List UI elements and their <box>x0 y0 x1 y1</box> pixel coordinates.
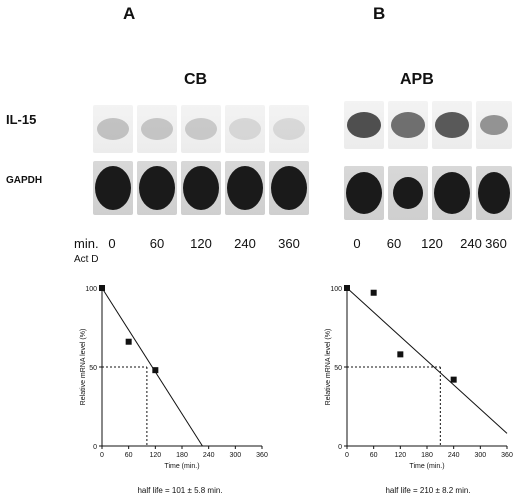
band-shape <box>480 115 508 135</box>
group-title-cb: CB <box>184 71 208 88</box>
x-tick-label: 0 <box>100 452 104 459</box>
blot-lane <box>476 101 512 149</box>
blot-lane <box>388 166 428 220</box>
data-point <box>450 376 457 383</box>
band-shape <box>435 112 469 138</box>
data-point <box>152 367 159 374</box>
blot-lane <box>432 166 472 220</box>
band-shape <box>95 166 131 210</box>
x-tick-label: 360 <box>501 452 513 459</box>
time-label: 240 <box>460 236 482 251</box>
band-shape <box>434 172 470 214</box>
data-point <box>99 285 105 291</box>
y-tick-label: 50 <box>89 365 97 372</box>
blot-lane <box>344 101 384 149</box>
blot-lane <box>137 105 177 153</box>
time-label: 0 <box>353 236 361 251</box>
blot-lane <box>269 105 309 153</box>
blot-lane <box>225 105 265 153</box>
x-tick-label: 240 <box>448 452 460 459</box>
data-point <box>397 351 404 358</box>
decay-chart-apb: 0 60 120 180 240 300 360 0 50 100 Time (min.) Relat… <box>325 285 513 470</box>
time-label: 360 <box>485 236 507 251</box>
decay-chart-cb: 0 60 120 180 240 300 360 0 50 100 Time (min.) Relat… <box>80 285 268 470</box>
time-label: 360 <box>278 236 300 251</box>
row-label-il15: IL-15 <box>6 112 37 127</box>
y-tick-label: 100 <box>330 286 342 293</box>
band-shape <box>393 177 423 209</box>
y-tick-label: 0 <box>338 444 342 451</box>
band-shape <box>185 118 217 140</box>
band-shape <box>229 118 261 140</box>
time-label: 120 <box>190 236 212 251</box>
fit-line <box>346 287 508 434</box>
band-shape <box>141 118 173 140</box>
data-point <box>370 289 377 296</box>
data-point <box>125 338 132 345</box>
time-label: 0 <box>108 236 116 251</box>
group-title-apb: APB <box>400 71 434 88</box>
x-tick-label: 240 <box>203 452 215 459</box>
band-shape <box>346 172 382 214</box>
y-tick-label: 100 <box>85 286 97 293</box>
band-shape <box>271 166 307 210</box>
blot-lane <box>137 161 177 215</box>
blot-lane <box>476 166 512 220</box>
half-life-caption-b: half life = 210 ± 8.2 min. <box>385 486 471 495</box>
x-tick-label: 360 <box>256 452 268 459</box>
time-label: 240 <box>234 236 256 251</box>
x-axis-label: Time (min.) <box>409 463 444 470</box>
half-life-caption-a: half life = 101 ± 5.8 min. <box>137 486 223 495</box>
band-shape <box>227 166 263 210</box>
x-tick-label: 180 <box>421 452 433 459</box>
actd-label: Act D <box>74 254 99 265</box>
blot-lane <box>269 161 309 215</box>
time-label: 60 <box>149 236 165 251</box>
band-shape <box>347 112 381 138</box>
x-tick-label: 180 <box>176 452 188 459</box>
band-shape <box>97 118 129 140</box>
y-tick-label: 50 <box>334 365 342 372</box>
x-tick-label: 60 <box>125 452 133 459</box>
panel-letter-a: A <box>123 4 136 23</box>
time-label: 120 <box>421 236 443 251</box>
band-shape <box>139 166 175 210</box>
blot-lane <box>181 105 221 153</box>
blot-lane <box>93 161 133 215</box>
blot-lane <box>181 161 221 215</box>
y-axis-label: Relative mRNA level (%) <box>80 329 87 406</box>
band-shape <box>478 172 510 214</box>
panel-letter-b: B <box>373 4 386 23</box>
x-tick-label: 120 <box>149 452 161 459</box>
blot-lane <box>432 101 472 149</box>
time-prefix: min. <box>74 236 99 251</box>
blot-lane <box>388 101 428 149</box>
x-tick-label: 300 <box>229 452 241 459</box>
x-tick-label: 300 <box>474 452 486 459</box>
band-shape <box>273 118 305 140</box>
time-label: 60 <box>386 236 402 251</box>
band-shape <box>391 112 425 138</box>
y-tick-label: 0 <box>93 444 97 451</box>
x-axis-label: Time (min.) <box>164 463 199 470</box>
data-point <box>344 285 350 291</box>
blot-lane <box>344 166 384 220</box>
x-tick-label: 60 <box>370 452 378 459</box>
band-shape <box>183 166 219 210</box>
blot-lane <box>93 105 133 153</box>
x-tick-label: 0 <box>345 452 349 459</box>
row-label-gapdh: GAPDH <box>6 175 43 186</box>
fit-line <box>101 287 203 447</box>
y-axis-label: Relative mRNA level (%) <box>325 329 332 406</box>
x-tick-label: 120 <box>394 452 406 459</box>
blot-lane <box>225 161 265 215</box>
